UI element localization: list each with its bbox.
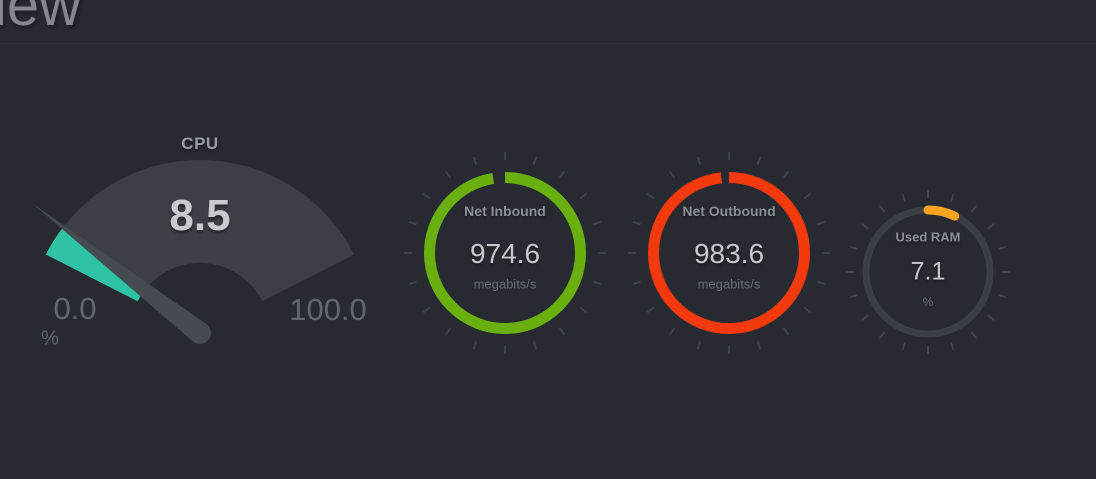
header-divider — [0, 43, 1096, 44]
cpu-gauge-canvas — [32, 160, 355, 344]
cpu-gauge-max-label: 100.0 — [289, 292, 367, 327]
cpu-gauge-title: CPU — [181, 134, 219, 153]
net-inbound-gauge-canvas — [404, 152, 606, 354]
used-ram-gauge-value: 7.1 — [910, 257, 946, 286]
cpu-gauge-min-label: 0.0 — [53, 291, 97, 326]
used-ram-gauge-canvas — [846, 190, 1010, 354]
cpu-gauge-value: 8.5 — [169, 191, 231, 240]
page-title: iew — [0, 0, 82, 38]
net-outbound-gauge-title: Net Outbound — [682, 203, 776, 219]
net-inbound-gauge-unit: megabits/s — [473, 276, 537, 292]
used-ram-gauge-unit: % — [922, 295, 934, 309]
net-outbound-gauge-unit: megabits/s — [697, 276, 761, 292]
cpu-gauge-unit: % — [41, 327, 59, 350]
net-outbound-gauge-value: 983.6 — [693, 238, 765, 269]
net-inbound-gauge-value: 974.6 — [469, 238, 541, 269]
used-ram-gauge-title: Used RAM — [895, 229, 961, 245]
net-inbound-gauge-title: Net Inbound — [464, 203, 546, 219]
net-outbound-gauge-canvas — [628, 152, 830, 354]
